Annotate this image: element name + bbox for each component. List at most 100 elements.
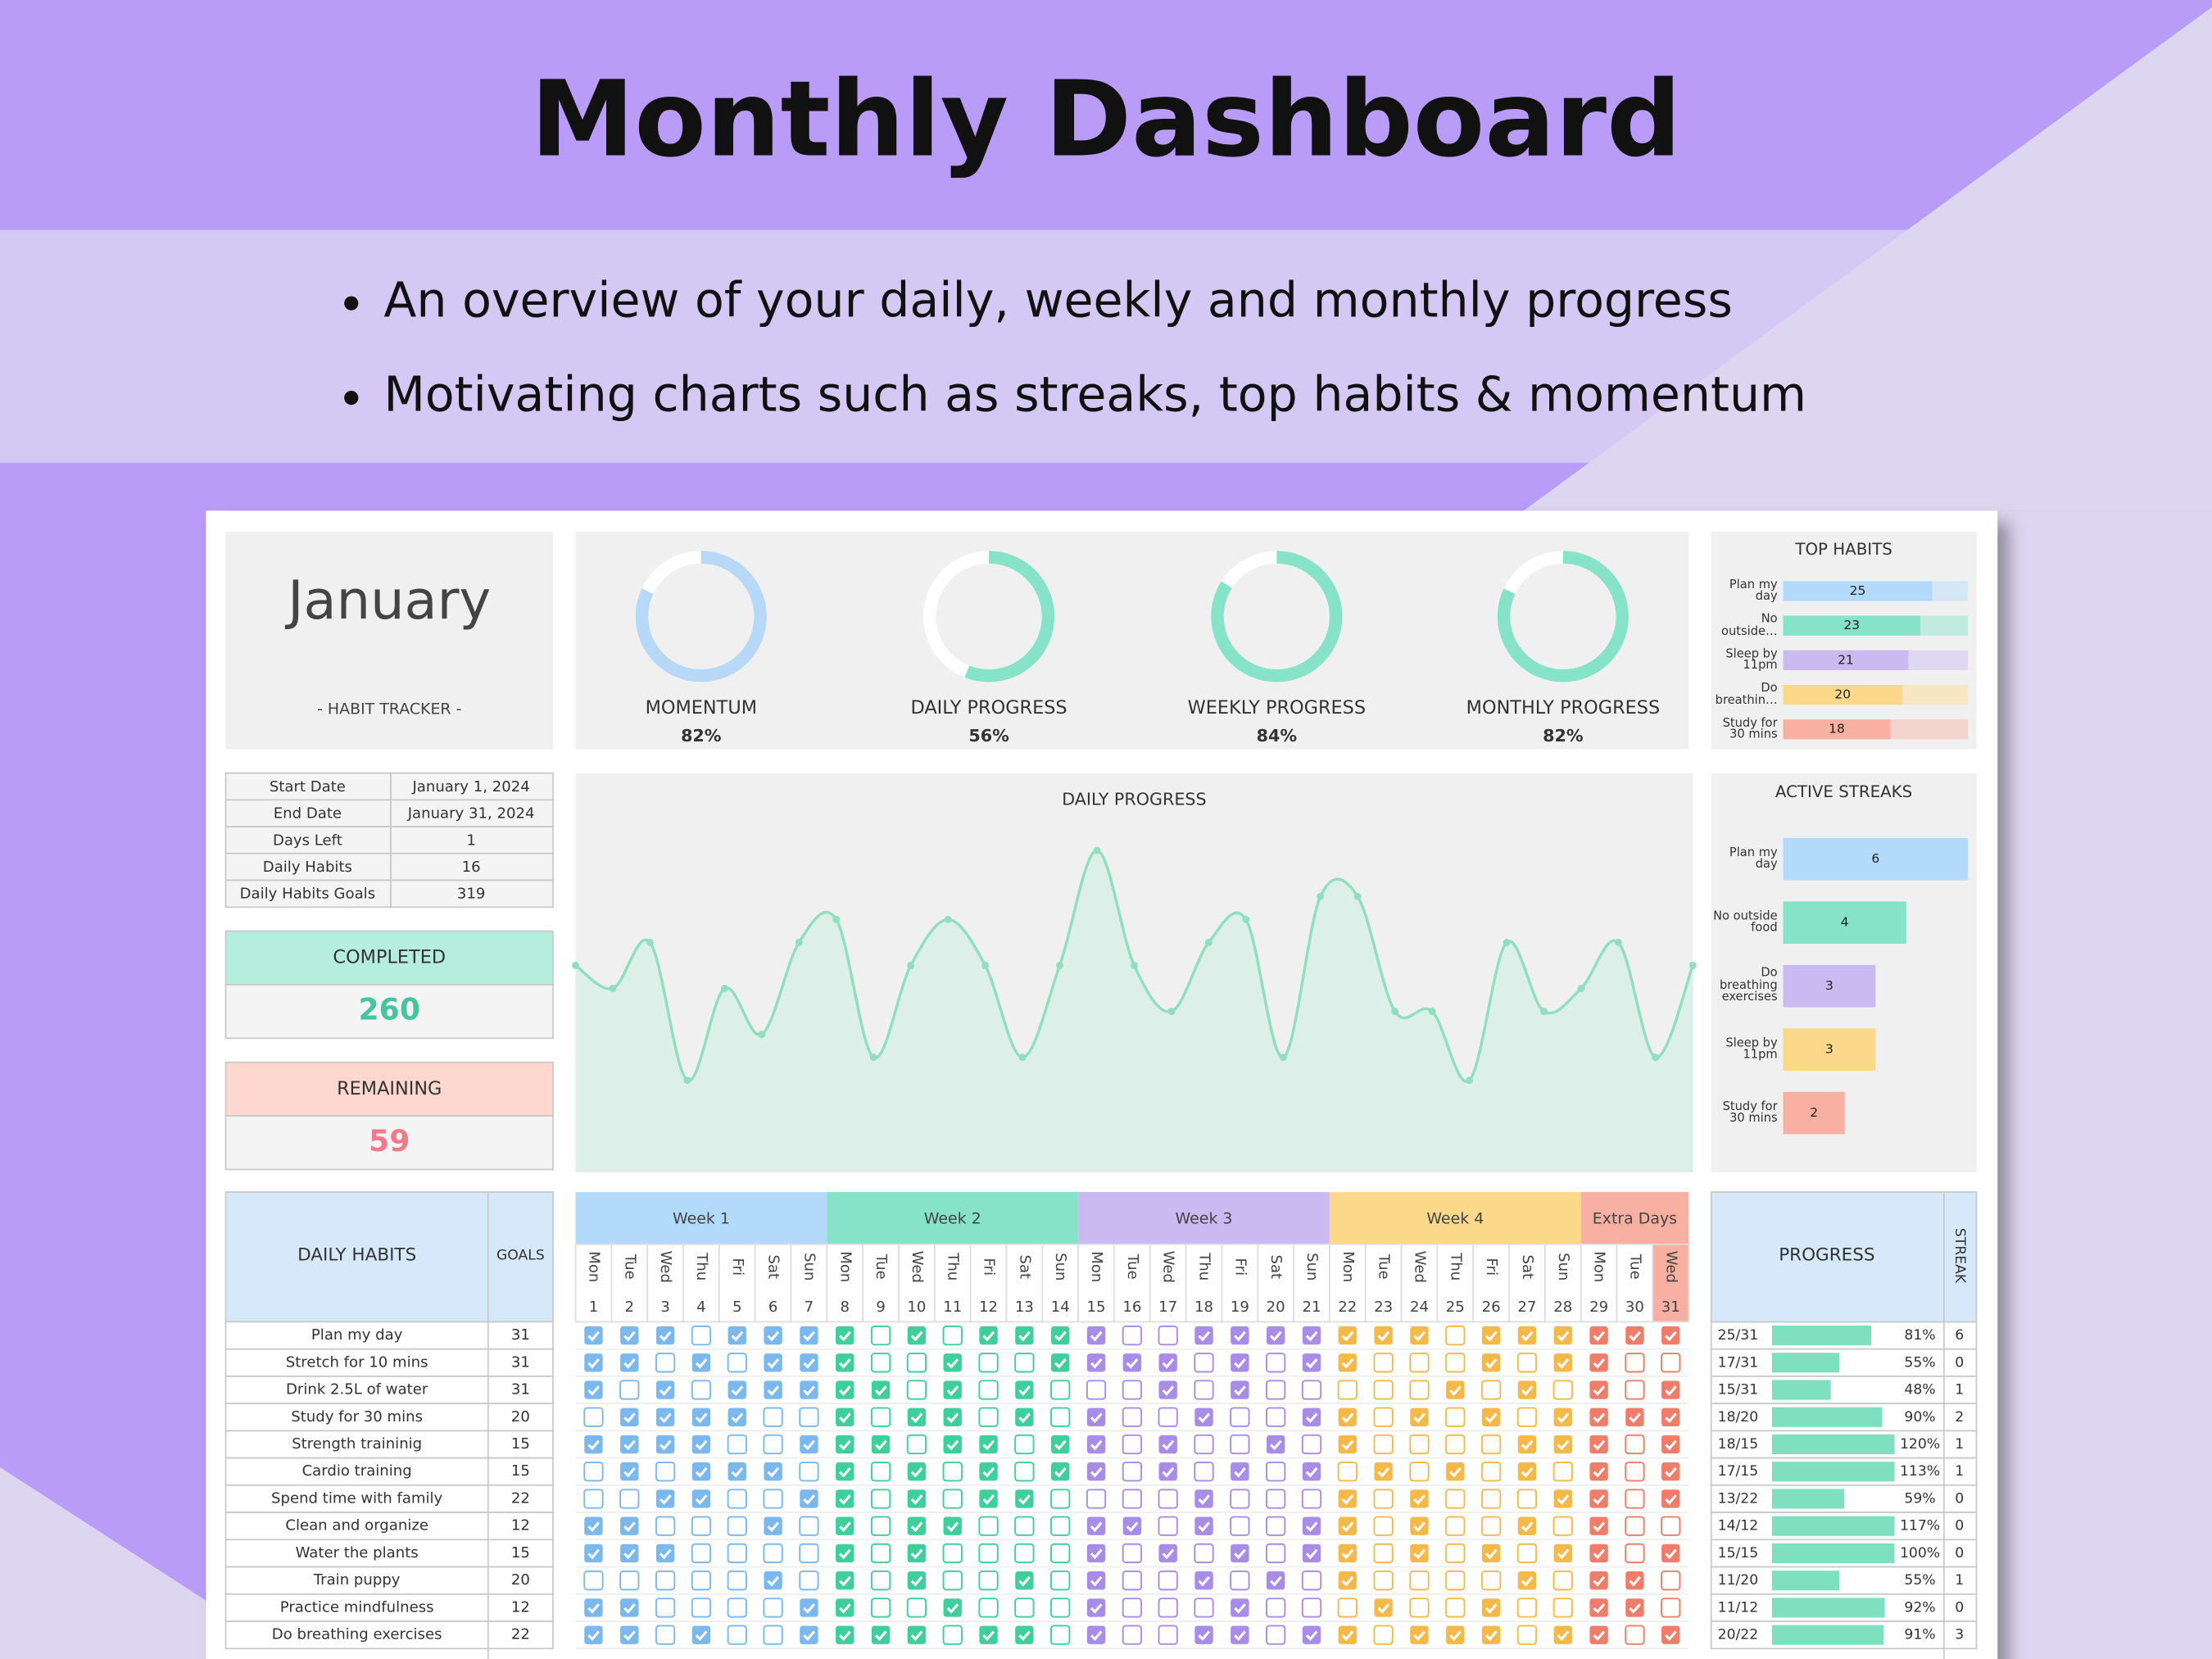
checkbox-checked <box>1589 1353 1608 1372</box>
checkbox <box>763 1543 783 1564</box>
bar-value: 18 <box>1829 722 1845 737</box>
checkmark <box>982 1466 995 1478</box>
panel <box>225 532 553 750</box>
weekday-label: Thu <box>693 1252 710 1281</box>
checkbox-checked <box>620 1407 639 1426</box>
day-number: 27 <box>1517 1299 1536 1316</box>
line-point <box>720 984 728 992</box>
checkmark <box>1593 1385 1606 1396</box>
line-point <box>1652 1054 1660 1062</box>
checkbox-checked <box>1374 1462 1393 1481</box>
checkbox <box>1409 1353 1430 1373</box>
stat-value: 59 <box>369 1123 410 1158</box>
week-header <box>827 1192 1079 1244</box>
gauge-value: 84% <box>1257 726 1298 746</box>
checkmark <box>803 1494 815 1505</box>
checkbox-checked <box>1517 1326 1537 1345</box>
checkbox-checked <box>1015 1380 1034 1399</box>
checkbox-checked <box>1625 1407 1644 1426</box>
checkbox <box>1516 1598 1538 1618</box>
checkmark <box>910 1521 923 1532</box>
checkbox-checked <box>907 1462 927 1481</box>
checkbox <box>870 1489 891 1509</box>
checkbox-checked <box>1481 1326 1501 1345</box>
checkmark <box>1593 1412 1606 1424</box>
progress-ratio: 18/15 <box>1718 1436 1759 1453</box>
checkbox <box>799 1543 819 1564</box>
line-point <box>1130 961 1138 969</box>
day-number: 21 <box>1302 1299 1321 1316</box>
checkbox-checked <box>871 1435 891 1454</box>
checkmark <box>839 1385 851 1396</box>
checkbox <box>1373 1434 1394 1455</box>
checkmark <box>1198 1412 1211 1424</box>
checkbox <box>1409 1380 1430 1400</box>
stat-label: COMPLETED <box>333 947 446 968</box>
checkmark <box>1305 1466 1318 1478</box>
progress-percent: 120% <box>1900 1436 1940 1453</box>
gauge-value: 82% <box>1543 726 1584 746</box>
checkmark <box>1377 1330 1390 1342</box>
checkbox-checked <box>1661 1462 1680 1481</box>
checkbox <box>691 1571 712 1591</box>
weekday-label: Thu <box>945 1252 962 1281</box>
checkbox-checked <box>1553 1326 1572 1345</box>
checkbox <box>1445 1516 1466 1536</box>
checkmark <box>1018 1494 1031 1505</box>
wrapped-label: Plan my day <box>1729 578 1778 602</box>
checkmark <box>839 1521 851 1532</box>
checkbox-checked <box>1517 1571 1537 1590</box>
progress-bar <box>1771 1434 1895 1455</box>
checkmark <box>731 1330 744 1342</box>
checkbox-checked <box>1194 1489 1213 1508</box>
table-row <box>224 1566 554 1595</box>
checkbox <box>1266 1353 1286 1373</box>
table-row <box>224 1484 554 1513</box>
checkbox <box>619 1380 640 1400</box>
checkbox <box>1625 1380 1645 1400</box>
checkbox <box>655 1598 676 1618</box>
bar-value: 6 <box>1871 851 1879 866</box>
streak-value: 1 <box>1955 1436 1964 1453</box>
progress-bar <box>1771 1571 1840 1591</box>
checkbox-checked <box>1374 1326 1393 1345</box>
checkbox-checked <box>943 1516 962 1535</box>
checkmark <box>695 1466 708 1478</box>
table-cell <box>224 826 392 854</box>
day-number: 29 <box>1589 1299 1608 1316</box>
checkmark <box>910 1412 923 1424</box>
checkbox-checked <box>979 1489 998 1508</box>
checkmark <box>839 1412 851 1424</box>
line-point <box>795 938 803 946</box>
checkbox-checked <box>907 1489 927 1508</box>
habit-goal: 22 <box>511 1489 530 1507</box>
day-number: 25 <box>1446 1299 1465 1316</box>
checkmark <box>1126 1358 1139 1369</box>
habit-name: Practice mindfulness <box>280 1598 434 1616</box>
checkmark <box>839 1548 851 1560</box>
checkmark <box>1054 1439 1067 1451</box>
panel <box>1711 532 1977 750</box>
checkmark <box>874 1630 887 1641</box>
bar-value: 2 <box>1810 1105 1818 1120</box>
checkbox-checked <box>620 1462 639 1481</box>
line-point <box>944 915 952 923</box>
checkbox-checked <box>907 1326 927 1345</box>
habit-name: Train puppy <box>313 1571 401 1589</box>
streak-value: 1 <box>1955 1382 1964 1398</box>
checkbox-checked <box>1231 1598 1249 1617</box>
day-header-cell <box>718 1243 756 1323</box>
checkmark <box>982 1494 995 1505</box>
weekday-label: Fri <box>729 1258 746 1276</box>
checkmark <box>1162 1358 1175 1369</box>
checkbox <box>1050 1407 1071 1427</box>
checkmark <box>587 1548 601 1560</box>
checkmark <box>695 1412 708 1424</box>
checkbox-checked <box>584 1380 603 1399</box>
checkbox-checked <box>871 1625 891 1644</box>
checkmark <box>1090 1630 1103 1641</box>
checkmark <box>1557 1630 1570 1641</box>
checkbox-checked <box>1051 1353 1070 1372</box>
checkbox-checked <box>584 1598 603 1617</box>
bar <box>1783 1028 1876 1071</box>
